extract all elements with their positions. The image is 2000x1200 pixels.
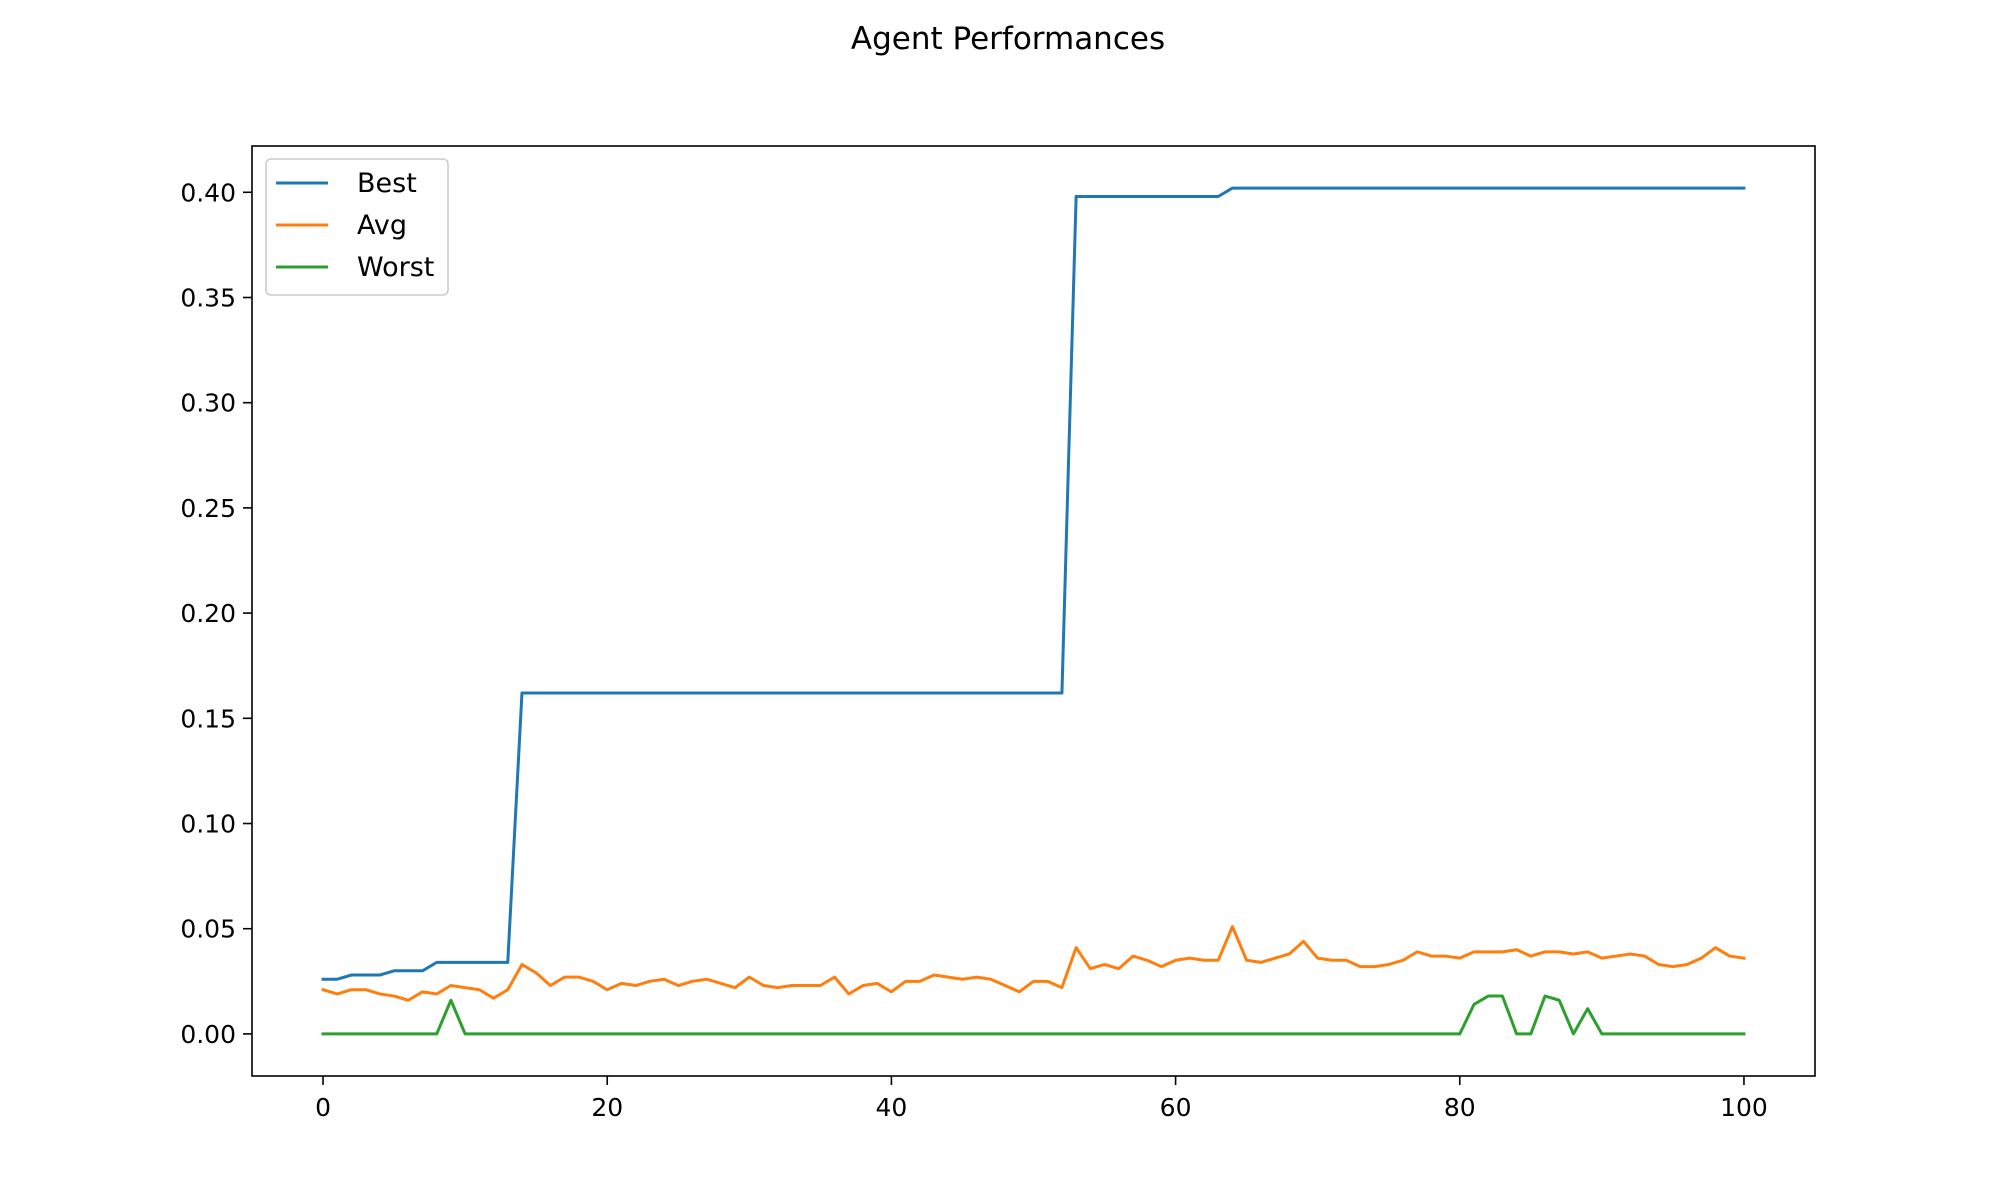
plot-area: 0 20 40 60 80 100 0.00 0.05 0.10 0.15 0.20 0.25 0.30… (180, 145, 1816, 1122)
y-tick-label: 0.35 (180, 283, 236, 312)
y-tick-label: 0.25 (180, 494, 236, 523)
legend: Best Avg Worst (265, 158, 449, 296)
y-tick-label: 0.05 (180, 915, 236, 944)
series-line-worst (321, 994, 1746, 1036)
x-tick-label: 60 (1160, 1093, 1192, 1122)
legend-label: Avg (357, 210, 407, 241)
chart-title: Agent Performances (851, 21, 1165, 57)
y-tick-label: 0.20 (180, 599, 236, 628)
legend-item-best: Best (276, 168, 417, 199)
x-axis: 0 20 40 60 80 100 (315, 1076, 1768, 1122)
y-tick-label: 0.30 (180, 389, 236, 418)
y-tick-label: 0.15 (180, 704, 236, 733)
legend-item-worst: Worst (276, 252, 434, 283)
plot-frame (251, 145, 1816, 1077)
series-line-avg (321, 925, 1746, 1002)
legend-item-avg: Avg (276, 210, 407, 241)
legend-label: Best (357, 168, 417, 199)
y-axis: 0.00 0.05 0.10 0.15 0.20 0.25 0.30 0.35 0.40 (180, 178, 252, 1049)
x-tick-label: 20 (591, 1093, 623, 1122)
y-tick-label: 0.00 (180, 1020, 236, 1049)
x-tick-label: 0 (315, 1093, 331, 1122)
legend-box (265, 158, 449, 296)
series-line-best (321, 186, 1746, 981)
x-tick-label: 80 (1444, 1093, 1476, 1122)
legend-label: Worst (357, 252, 434, 283)
x-tick-label: 100 (1720, 1093, 1768, 1122)
y-tick-label: 0.40 (180, 178, 236, 207)
x-tick-label: 40 (876, 1093, 908, 1122)
y-tick-label: 0.10 (180, 810, 236, 839)
series-lines (321, 186, 1746, 1036)
